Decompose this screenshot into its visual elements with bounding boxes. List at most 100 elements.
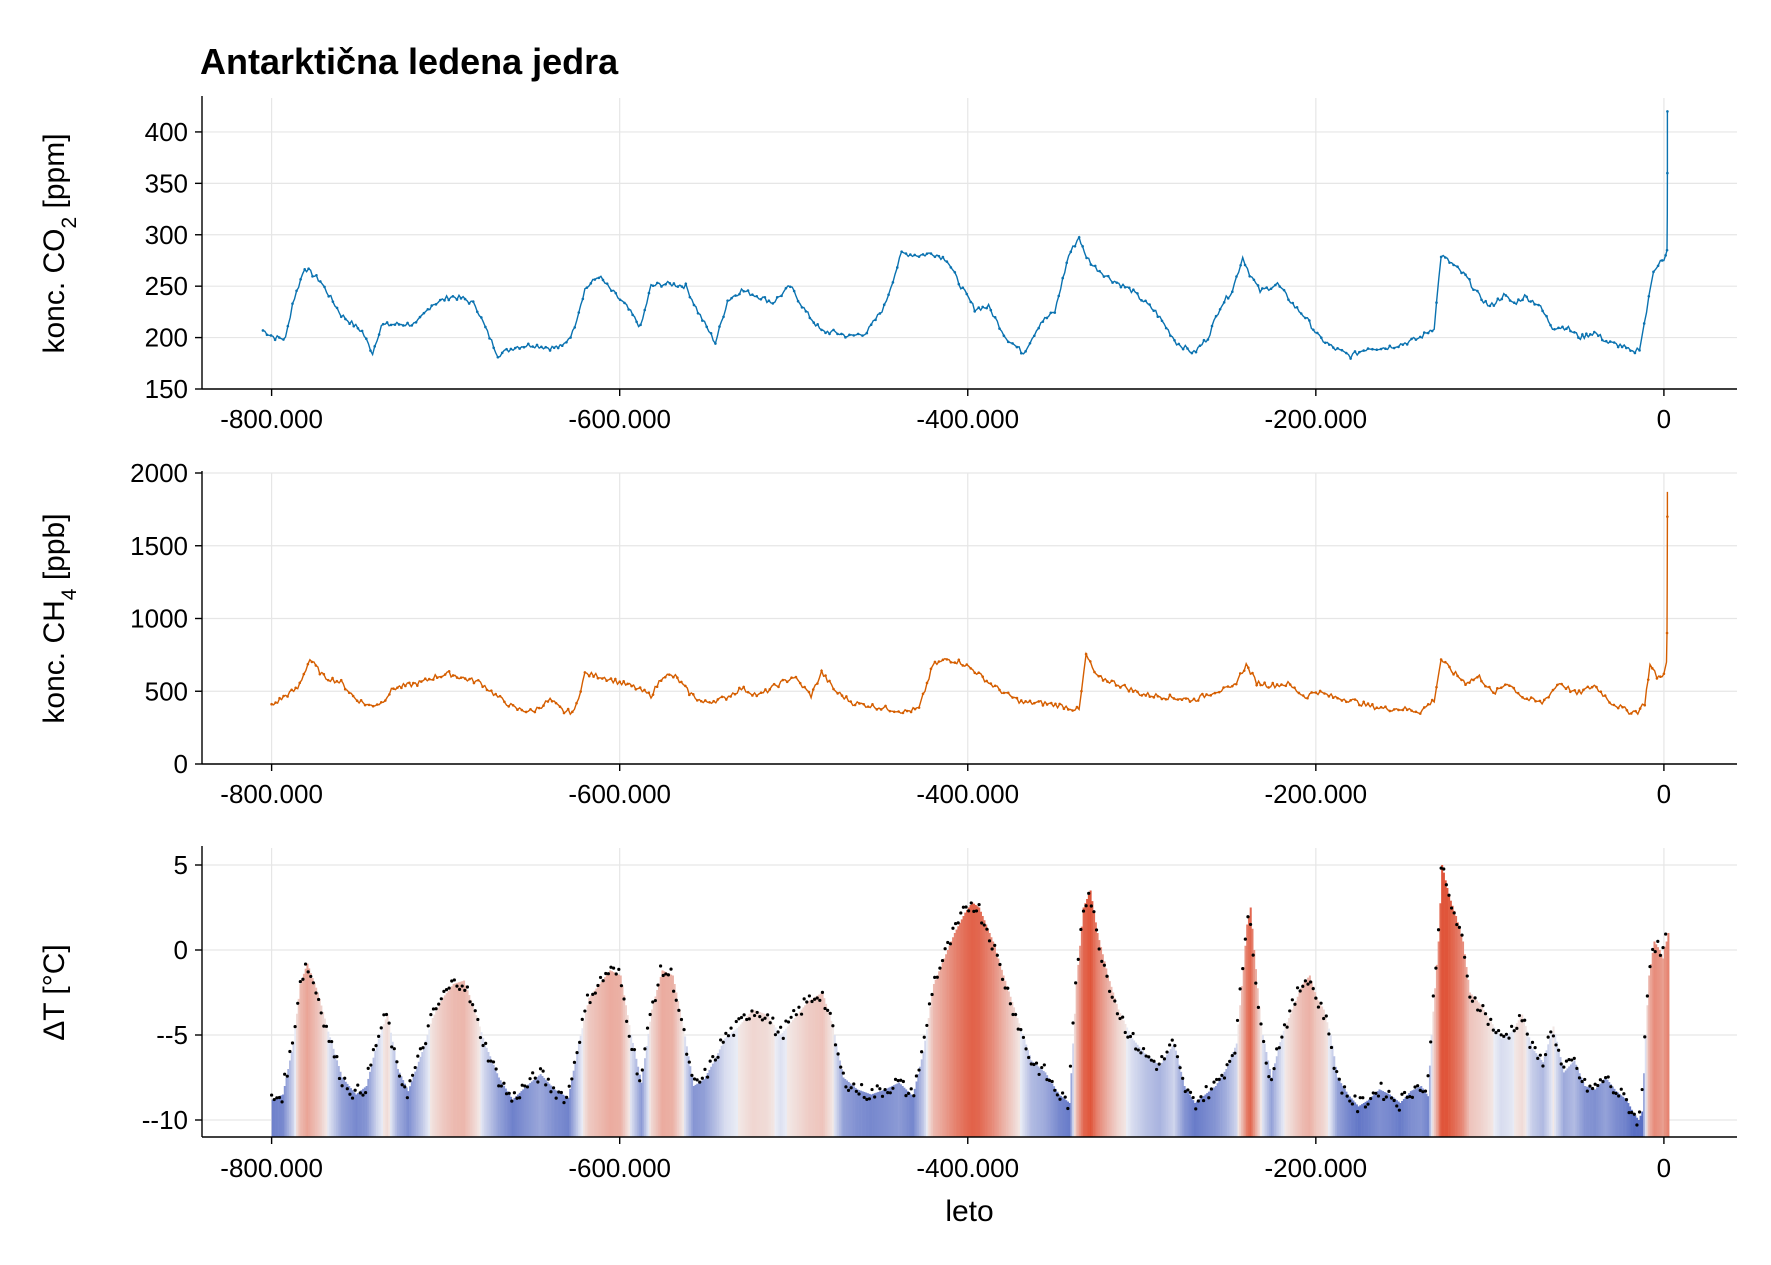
- ch4-point: [1156, 695, 1160, 698]
- ch4-point: [720, 695, 724, 699]
- co2-point: [784, 286, 788, 290]
- temperature-point: [1115, 1012, 1120, 1016]
- stripe-bar: [1129, 1034, 1132, 1137]
- stripe-bar: [866, 1093, 869, 1137]
- stripe-bar: [1197, 1100, 1200, 1137]
- temperature-point: [356, 1083, 360, 1087]
- co2-point: [1553, 328, 1556, 331]
- temperature-point: [437, 1002, 441, 1006]
- stripe-bar: [882, 1090, 885, 1137]
- co2-point: [1049, 311, 1053, 315]
- stripe-bar: [428, 1029, 431, 1137]
- temperature-point: [625, 1019, 629, 1023]
- stripe-bar: [1359, 1105, 1362, 1137]
- stripe-bar: [635, 1058, 638, 1137]
- temperature-point: [609, 965, 613, 969]
- temperature-point: [431, 1007, 436, 1011]
- co2-point: [1585, 332, 1588, 335]
- ch4-point: [419, 680, 423, 683]
- co2-point: [1098, 269, 1101, 273]
- stripe-bar: [774, 1027, 777, 1137]
- stripe-bar: [1341, 1086, 1344, 1137]
- co2-point: [509, 347, 513, 351]
- stripe-bar: [423, 1046, 426, 1137]
- stripe-bar: [349, 1088, 352, 1137]
- stripe-bar: [1399, 1103, 1402, 1137]
- ch4-point: [274, 701, 277, 704]
- temperature-point: [1076, 957, 1080, 961]
- stripe-bar: [503, 1085, 506, 1137]
- temperature-point: [358, 1091, 362, 1095]
- ch4-point: [1148, 695, 1152, 698]
- co2-point: [1625, 346, 1628, 350]
- stripe-bar: [604, 977, 607, 1137]
- ch4-point: [347, 691, 351, 695]
- ch4-point: [1460, 678, 1463, 682]
- stripe-bar: [1549, 1038, 1552, 1137]
- temperature-point: [755, 1010, 759, 1015]
- co2-point: [1218, 307, 1222, 311]
- ch4-point: [1217, 690, 1221, 694]
- temperature-point: [340, 1084, 344, 1088]
- stripe-bar: [1453, 910, 1456, 1137]
- stripe-bar: [931, 995, 934, 1137]
- y-axis-title: konc. CO2 [ppm]: [38, 133, 81, 353]
- stripe-bar: [1538, 1057, 1541, 1137]
- co2-point: [569, 336, 572, 339]
- temperature-point: [1058, 1097, 1062, 1101]
- ch4-point: [1140, 694, 1144, 697]
- stripe-bar: [1194, 1103, 1197, 1137]
- stripe-bar: [1369, 1097, 1372, 1137]
- stripe-bar: [1498, 1035, 1501, 1137]
- co2-point: [1362, 349, 1365, 352]
- temperature-point: [982, 923, 986, 927]
- stripe-bar: [1475, 1000, 1478, 1137]
- co2-point: [1111, 281, 1114, 284]
- stripe-bar: [1101, 954, 1104, 1137]
- temperature-point: [583, 1009, 587, 1013]
- temperature-point: [1337, 1077, 1341, 1081]
- temperature-point: [1442, 867, 1446, 871]
- stripe-bar: [574, 1061, 577, 1137]
- temperature-point: [645, 1026, 650, 1030]
- stripe-bar: [1117, 1009, 1120, 1137]
- ch4-point: [929, 667, 933, 671]
- co2-point: [1073, 244, 1077, 248]
- stripe-bar: [1093, 911, 1096, 1137]
- stripe-bar: [760, 1012, 763, 1137]
- temperature-point: [301, 977, 305, 981]
- stripe-bar: [1122, 1020, 1125, 1137]
- co2-points: [261, 110, 1669, 360]
- ch4-point: [901, 711, 905, 715]
- temperature-point: [280, 1100, 284, 1104]
- temperature-point: [786, 1020, 791, 1024]
- figure-title: Antarktična ledena jedra: [200, 41, 619, 82]
- co2-point: [1140, 299, 1143, 302]
- stripe-bar: [1496, 1032, 1499, 1137]
- ch4-point: [427, 677, 431, 681]
- co2-point: [949, 266, 953, 269]
- stripe-bar: [872, 1093, 875, 1137]
- stripe-bar: [496, 1073, 499, 1137]
- stripe-bar: [278, 1096, 281, 1137]
- stripe-bar: [1373, 1094, 1376, 1137]
- temperature-point: [309, 974, 313, 979]
- temperature-point: [940, 959, 945, 963]
- ch4-point: [351, 694, 355, 698]
- stripe-bar: [1291, 1009, 1294, 1137]
- co2-point: [969, 300, 973, 304]
- temperature-point: [476, 1017, 480, 1022]
- ch4-point: [1529, 696, 1533, 699]
- temperature-point: [899, 1078, 903, 1082]
- co2-point: [808, 316, 812, 320]
- temperature-point: [1658, 953, 1663, 957]
- co2-point: [701, 319, 704, 322]
- stripe-bar: [906, 1091, 909, 1137]
- stripe-bar: [329, 1037, 332, 1137]
- stripe-bar: [470, 999, 473, 1137]
- temperature-point: [1165, 1050, 1169, 1054]
- co2-point: [1144, 299, 1147, 303]
- temperature-point: [627, 1034, 631, 1038]
- stripe-bar: [835, 1043, 838, 1137]
- temperature-point: [1225, 1063, 1229, 1067]
